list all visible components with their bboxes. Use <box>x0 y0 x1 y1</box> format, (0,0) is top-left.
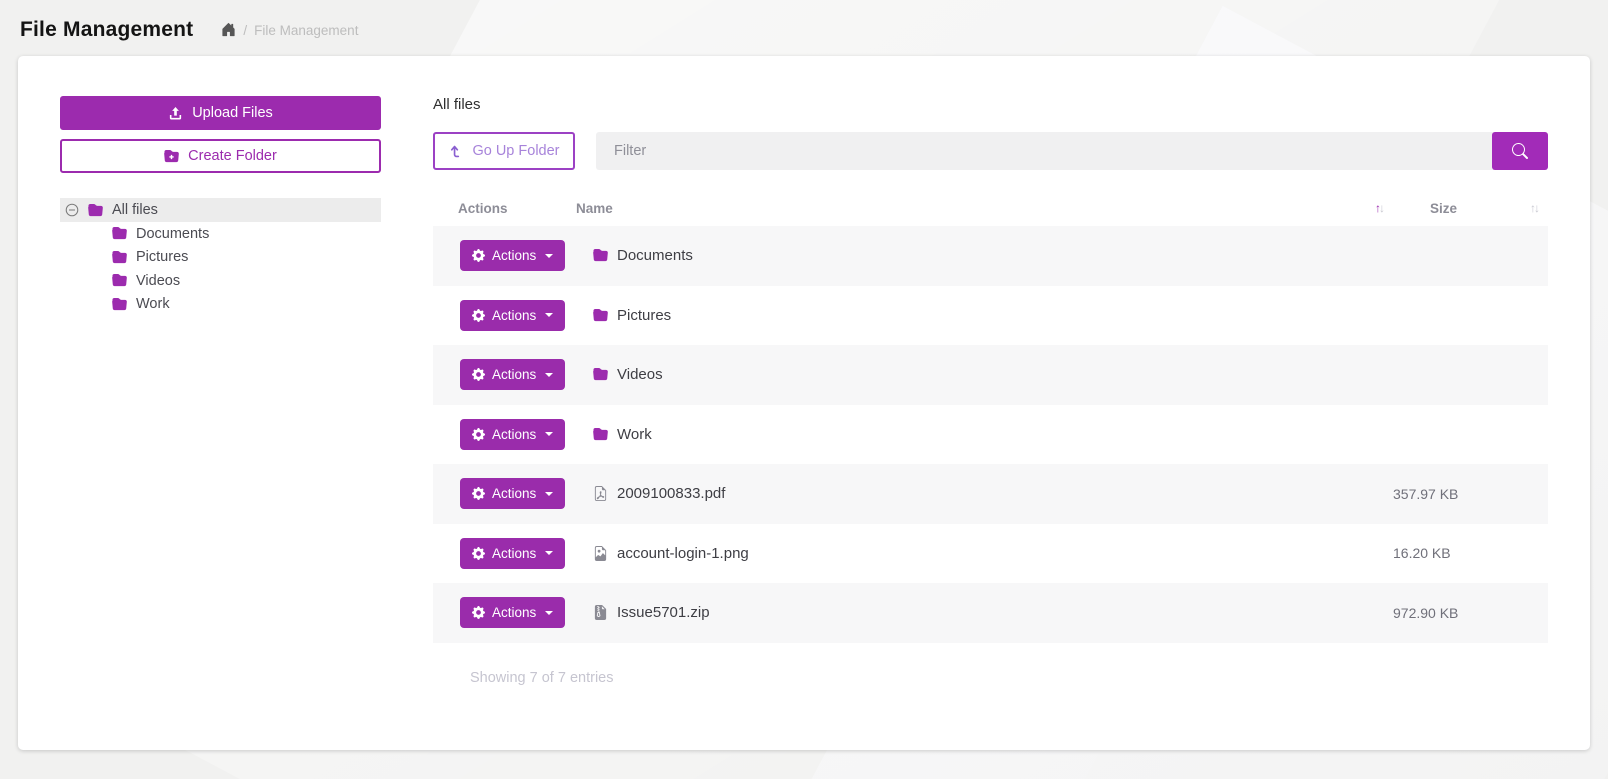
caret-down-icon <box>545 491 554 496</box>
tree-item-work[interactable]: Work <box>60 293 381 317</box>
folder-icon <box>112 250 127 265</box>
tree-item-label: Pictures <box>136 249 189 266</box>
folder-icon <box>112 273 127 288</box>
file-name-cell[interactable]: 2009100833.pdf <box>576 485 1393 502</box>
caret-down-icon <box>545 551 554 556</box>
caret-down-icon <box>545 432 554 437</box>
tree-item-pictures[interactable]: Pictures <box>60 246 381 270</box>
page-title: File Management <box>20 18 194 41</box>
table-row: Actions Documents <box>433 226 1548 286</box>
gear-icon <box>472 487 485 500</box>
actions-button[interactable]: Actions <box>460 359 566 391</box>
file-manager-card: Upload Files Create Folder All files Doc… <box>18 56 1590 750</box>
column-header-actions: Actions <box>458 200 508 216</box>
arrow-up-icon <box>448 144 462 158</box>
folder-icon <box>593 248 608 263</box>
file-name-cell[interactable]: Work <box>576 426 1393 443</box>
file-name-cell[interactable]: Issue5701.zip <box>576 604 1393 621</box>
upload-files-button[interactable]: Upload Files <box>60 96 381 130</box>
caret-down-icon <box>545 372 554 377</box>
caret-down-icon <box>545 313 554 318</box>
upload-icon <box>168 106 183 121</box>
sort-icon[interactable]: ↑↓ <box>1375 201 1385 215</box>
tree-item-label: Videos <box>136 272 181 289</box>
filter-group <box>596 132 1548 170</box>
gear-icon <box>472 249 485 262</box>
file-name-cell[interactable]: Documents <box>576 247 1393 264</box>
upload-files-label: Upload Files <box>192 105 273 121</box>
column-header-name[interactable]: Name <box>576 200 613 216</box>
current-folder-label: All files <box>433 96 481 113</box>
main-panel: All files Go Up Folder Actions Name ↑↓ <box>433 96 1548 750</box>
gear-icon <box>472 368 485 381</box>
file-name-cell[interactable]: Videos <box>576 366 1393 383</box>
tree-item-documents[interactable]: Documents <box>60 222 381 246</box>
table-row: Actions Issue5701.zip 972.90 KB <box>433 583 1548 643</box>
table-footer-info: Showing 7 of 7 entries <box>470 669 614 686</box>
table-row: Actions Work <box>433 405 1548 465</box>
actions-button[interactable]: Actions <box>460 478 566 510</box>
table-row: Actions Videos <box>433 345 1548 405</box>
table-row: Actions Pictures <box>433 286 1548 346</box>
folder-tree: All files Documents Pictures Videos Work <box>60 198 381 316</box>
page-header: File Management / File Management <box>0 0 1608 56</box>
go-up-folder-button[interactable]: Go Up Folder <box>433 132 575 170</box>
caret-down-icon <box>545 610 554 615</box>
actions-button[interactable]: Actions <box>460 597 566 629</box>
pdf-file-icon <box>593 486 608 501</box>
create-folder-label: Create Folder <box>188 148 277 164</box>
folder-icon <box>593 427 608 442</box>
sort-icon[interactable]: ↑↓ <box>1530 201 1540 215</box>
gear-icon <box>472 428 485 441</box>
file-size-cell: 357.97 KB <box>1393 485 1459 502</box>
files-table: Actions Name ↑↓ Size ↑↓ Actions Document… <box>433 190 1548 686</box>
column-header-size[interactable]: Size <box>1430 200 1458 216</box>
actions-button[interactable]: Actions <box>460 537 566 569</box>
breadcrumb-separator: / <box>243 22 248 38</box>
file-name-cell[interactable]: Pictures <box>576 307 1393 324</box>
filter-input[interactable] <box>596 132 1495 170</box>
tree-item-videos[interactable]: Videos <box>60 269 381 293</box>
file-size-cell: 16.20 KB <box>1393 545 1451 562</box>
sidebar: Upload Files Create Folder All files Doc… <box>60 96 381 750</box>
table-row: Actions 2009100833.pdf 357.97 KB <box>433 464 1548 524</box>
minus-circle-icon[interactable] <box>65 203 79 217</box>
breadcrumb-current: File Management <box>254 22 359 38</box>
table-header: Actions Name ↑↓ Size ↑↓ <box>433 190 1548 226</box>
folder-icon <box>112 226 127 241</box>
table-row: Actions account-login-1.png 16.20 KB <box>433 524 1548 584</box>
tree-item-label: Work <box>136 296 170 313</box>
file-name-cell[interactable]: account-login-1.png <box>576 545 1393 562</box>
go-up-folder-label: Go Up Folder <box>472 143 560 159</box>
breadcrumb: / File Management <box>221 23 358 38</box>
caret-down-icon <box>545 253 554 258</box>
actions-button[interactable]: Actions <box>460 240 566 272</box>
create-folder-button[interactable]: Create Folder <box>60 139 381 173</box>
search-icon <box>1512 143 1528 159</box>
folder-icon <box>593 367 608 382</box>
image-file-icon <box>593 546 608 561</box>
tree-item-all-files[interactable]: All files <box>60 198 381 222</box>
search-button[interactable] <box>1492 132 1548 170</box>
actions-button[interactable]: Actions <box>460 418 566 450</box>
gear-icon <box>472 309 485 322</box>
tree-item-label: All files <box>112 202 158 218</box>
actions-button[interactable]: Actions <box>460 299 566 331</box>
folder-icon <box>112 297 127 312</box>
toolbar: Go Up Folder <box>433 132 1548 170</box>
archive-file-icon <box>593 605 608 620</box>
tree-item-label: Documents <box>136 225 210 242</box>
folder-plus-icon <box>164 149 179 164</box>
gear-icon <box>472 606 485 619</box>
folder-icon <box>88 203 103 218</box>
gear-icon <box>472 547 485 560</box>
folder-icon <box>593 308 608 323</box>
file-size-cell: 972.90 KB <box>1393 604 1459 621</box>
home-icon[interactable] <box>221 22 236 37</box>
